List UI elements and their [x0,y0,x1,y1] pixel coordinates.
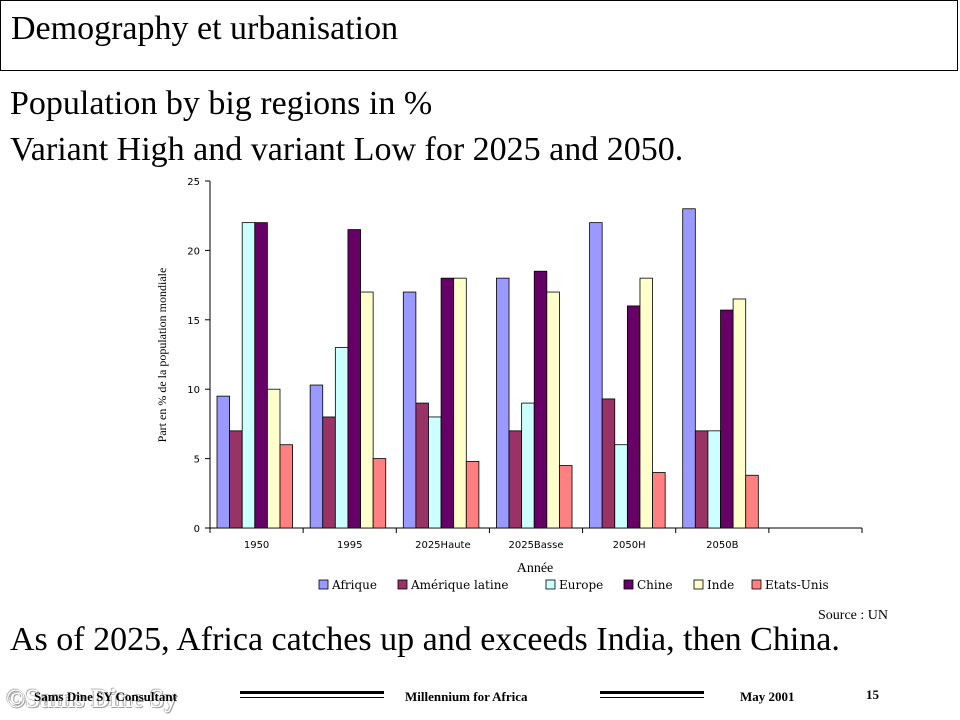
x-tick-label: 1995 [337,540,362,551]
bar [428,416,442,529]
x-tick-label: 2050H [613,540,646,551]
bar [241,222,256,529]
bar [614,444,628,529]
subtitle-line-2: Variant High and variant Low for 2025 an… [10,131,684,168]
bar [508,430,523,529]
footer-divider-2 [600,691,704,698]
footer-program: Millennium for Africa [405,689,528,704]
footer-page-number: 15 [866,687,879,702]
y-tick-label: 5 [194,455,200,466]
x-tick-label: 2050B [706,540,738,551]
legend-swatch [751,579,762,590]
bar [465,460,480,529]
legend-label: Chine [637,578,673,592]
legend-swatch [318,579,329,590]
bar [402,291,417,529]
bar [360,291,374,529]
bar [254,222,268,529]
bar [216,395,231,529]
bar [732,298,747,529]
bar [279,444,294,529]
y-tick-label: 20 [187,246,200,257]
legend-swatch [693,579,704,590]
bar [720,309,734,529]
legend-label: Afrique [331,578,377,592]
footer-date: May 2001 [740,689,795,704]
copyright-watermark: ©Sams Dine Sy [6,684,178,713]
slide-title: Demography et urbanisation [11,10,399,47]
x-axis-title: Année [517,561,554,576]
bar [745,474,759,529]
legend-label: Amérique latine [410,578,509,592]
bar [682,208,696,529]
bar [533,270,548,529]
y-tick-label: 25 [187,177,200,188]
bar [601,398,616,529]
bar [589,222,603,529]
conclusion-text: As of 2025, Africa catches up and exceed… [10,621,840,658]
y-tick-label: 10 [187,385,200,396]
bar [347,229,361,529]
bar [229,430,243,529]
legend-label: Etats-Unis [765,578,829,592]
bar [559,465,573,529]
legend-swatch [545,579,556,590]
bar [309,384,324,529]
x-tick-label: 1950 [244,540,269,551]
bar [639,277,653,529]
legend-label: Europe [559,578,603,592]
bar [521,402,535,529]
bar [496,277,510,529]
bar [707,430,721,529]
subtitle-line-1: Population by big regions in % [10,85,433,122]
title-box: Demography et urbanisation [0,0,958,71]
bar [322,416,336,529]
bar [334,347,349,529]
legend-label: Inde [707,578,734,592]
x-tick-label: 2025Basse [508,540,563,551]
y-tick-label: 15 [187,316,200,327]
bar [694,430,709,529]
footer-author: Sams Dine SY Consultant [34,689,177,704]
bar [266,388,281,529]
legend-swatch [397,579,408,590]
x-tick-label: 2025Haute [415,540,471,551]
y-tick-label: 0 [194,524,200,535]
legend-swatch [623,579,634,590]
bar [440,277,455,529]
bar [372,458,387,529]
bar [453,277,467,529]
y-axis-title: Part en % de la population mondiale [155,268,169,443]
source-note: Source : UN [818,608,888,623]
bar [415,402,429,529]
footer-divider-1 [240,691,384,698]
bar [626,305,641,529]
bar [546,291,560,529]
bar [652,472,666,529]
